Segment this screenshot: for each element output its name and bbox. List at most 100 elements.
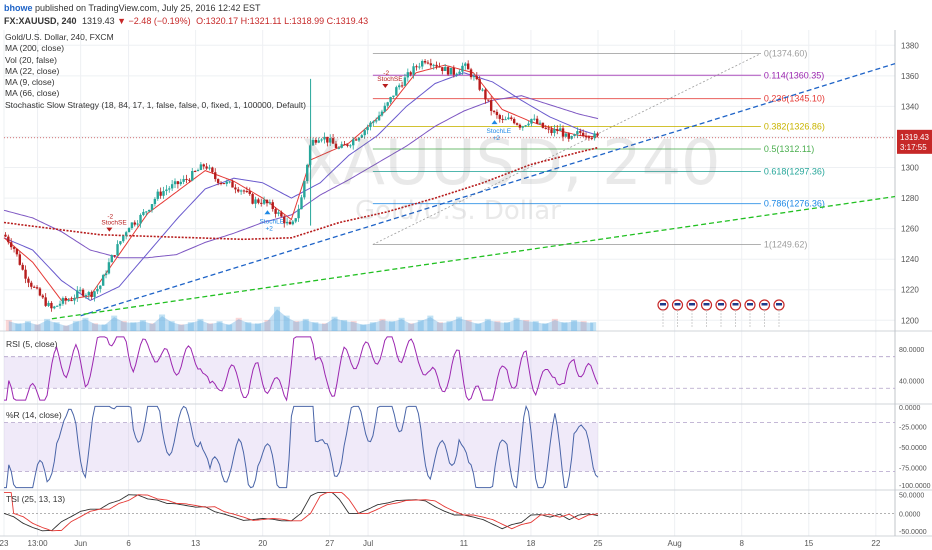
candle-body (99, 285, 102, 289)
candle-body (400, 85, 404, 87)
legend-ma200[interactable]: MA (200, close) (5, 43, 65, 54)
candle-body (58, 303, 62, 306)
rsi-label[interactable]: RSI (5, close) (6, 339, 58, 349)
pane-tick-label: 80.0000 (899, 347, 924, 354)
price-tick-label: 1220 (901, 286, 919, 295)
candle-body (216, 179, 220, 183)
candle-body (392, 95, 395, 98)
candle-body (331, 138, 335, 144)
pane-tick-label: -25.0000 (899, 425, 927, 432)
candle-body (487, 99, 490, 101)
williams-r-line (4, 404, 599, 489)
candle-body (67, 300, 70, 302)
candle-body (21, 264, 24, 270)
watermark-name: Gold/U.S. Dollar (355, 196, 561, 226)
buy-signal-icon (491, 120, 498, 125)
volume-bar (580, 321, 587, 331)
candle-body (524, 125, 527, 127)
legend-stochastic-strategy[interactable]: Stochastic Slow Strategy (18, 84, 17, 1,… (5, 99, 306, 110)
time-tick-label: Jul (363, 539, 373, 548)
fib-level-label: 0.5(1312.11) (764, 144, 814, 154)
candle-body (61, 298, 65, 304)
candle-body (41, 295, 45, 298)
volume-bar (360, 324, 367, 331)
time-tick-label: 18 (526, 539, 535, 548)
legend-ma22[interactable]: MA (22, close) (5, 65, 60, 76)
price-tick-label: 1380 (901, 41, 919, 50)
price-tick-label: 1240 (901, 255, 919, 264)
volume-bar (513, 317, 520, 331)
candle-body (70, 300, 73, 302)
flag-stripe-icon (761, 303, 768, 306)
pane-tick-label: -100.0000 (899, 483, 931, 490)
pane-tick-label: 40.0000 (899, 378, 924, 385)
volume-bar (168, 321, 175, 331)
candle-body (173, 181, 177, 185)
candle-body (343, 144, 346, 146)
legend-ma9[interactable]: MA (9, close) (5, 77, 55, 88)
author[interactable]: bhowe (4, 3, 33, 13)
candle-body (481, 89, 484, 91)
candle-body (438, 66, 441, 68)
legend-ma66[interactable]: MA (66, close) (5, 88, 60, 99)
candle-body (584, 136, 588, 138)
candle-body (340, 144, 343, 148)
tsi-label[interactable]: TSI (25, 13, 13) (6, 494, 66, 504)
candle-body (188, 179, 191, 181)
candle-body (18, 254, 22, 265)
candle-body (222, 183, 226, 185)
candle-body (504, 119, 507, 121)
candle-body (277, 212, 280, 214)
trendline-blue (80, 62, 896, 317)
candle-body (113, 255, 116, 257)
indicator-legend: Gold/U.S. Dollar, 240, FXCM MA (200, clo… (5, 32, 306, 111)
candle-body (257, 199, 260, 203)
candle-body (426, 62, 430, 64)
candle-body (349, 145, 352, 147)
candle-body (159, 191, 162, 196)
price-tick-label: 1260 (901, 225, 919, 234)
candle-body (573, 134, 576, 137)
signal-qty: -2 (383, 70, 389, 77)
candle-body (544, 127, 547, 129)
candle-body (369, 122, 372, 128)
volume-bar (82, 317, 89, 331)
williams-r-label[interactable]: %R (14, close) (6, 410, 62, 420)
candle-body (558, 128, 562, 131)
candle-body (15, 248, 19, 255)
candle-body (366, 127, 369, 131)
candle-body (107, 262, 111, 274)
candle-body (245, 191, 249, 193)
candle-body (357, 137, 361, 141)
signal-qty: -2 (107, 214, 113, 221)
legend-symbol[interactable]: Gold/U.S. Dollar, 240, FXCM (5, 32, 114, 42)
volume-bar (350, 321, 357, 331)
fib-level-label: 1(1249.62) (764, 239, 808, 249)
candle-body (311, 139, 315, 146)
candle-body (593, 133, 596, 139)
economic-events[interactable] (657, 299, 785, 327)
flag-stripe-icon (703, 303, 710, 306)
candle-body (27, 278, 30, 283)
candle-body (498, 115, 501, 119)
candle-body (567, 133, 570, 139)
signal-label: StochLE (487, 128, 512, 135)
candle-body (432, 64, 435, 66)
candle-body (24, 269, 27, 279)
candle-body (564, 133, 568, 137)
candle-body (285, 221, 289, 224)
trendlines[interactable] (51, 62, 896, 320)
legend-volume[interactable]: Vol (20, false) (5, 54, 57, 65)
candle-body (475, 76, 479, 80)
candle-body (458, 71, 461, 74)
candle-body (4, 234, 7, 237)
fib-level-label: 0.618(1297.36) (764, 167, 825, 177)
candle-body (251, 193, 254, 204)
candle-body (248, 191, 251, 194)
fib-retracement[interactable]: 0(1374.60) 0.114(1360.35) 0.236(1345.10) 0.… (372, 49, 825, 250)
volume-bar (216, 321, 223, 331)
price-tick-label: 1360 (901, 72, 919, 81)
candle-body (323, 136, 326, 140)
candle-body (492, 110, 496, 112)
